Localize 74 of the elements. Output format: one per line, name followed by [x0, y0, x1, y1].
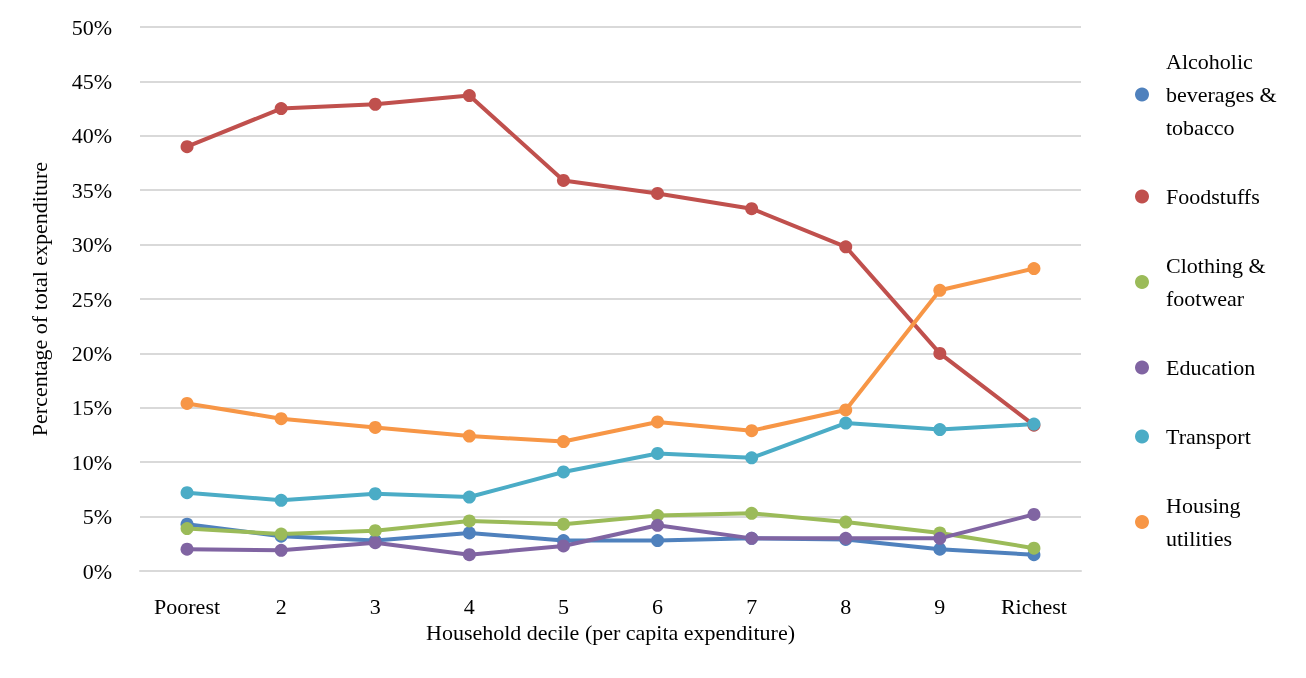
point	[368, 487, 382, 501]
point	[462, 514, 476, 528]
legend-label: Education	[1166, 355, 1256, 380]
y-tick-label: 50%	[71, 14, 112, 40]
point	[368, 420, 382, 434]
point	[180, 542, 194, 556]
x-tick-label: 9	[934, 593, 946, 619]
y-tick-label: 0%	[82, 558, 112, 584]
x-tick-label: 7	[746, 593, 758, 619]
point	[368, 97, 382, 111]
point	[274, 412, 288, 426]
point	[462, 429, 476, 443]
point	[651, 186, 665, 200]
point	[462, 89, 476, 103]
x-tick-label: 6	[652, 593, 664, 619]
point	[368, 524, 382, 538]
y-tick-label: 35%	[71, 177, 112, 203]
point	[462, 490, 476, 504]
x-tick-label: 4	[463, 593, 475, 619]
point	[1027, 541, 1041, 555]
point	[274, 102, 288, 116]
y-tick-label: 40%	[71, 123, 112, 149]
y-tick-label: 15%	[71, 395, 112, 421]
legend-label: Alcoholic beverages & tobacco	[1166, 49, 1283, 140]
point	[839, 403, 853, 417]
x-tick-label: 3	[369, 593, 381, 619]
point	[933, 423, 947, 437]
point	[651, 518, 665, 532]
x-tick-label: Poorest	[154, 593, 221, 619]
y-axis-title: Percentage of total expenditure	[26, 161, 52, 437]
x-axis-title: Household decile (per capita expenditure)	[426, 620, 795, 646]
point	[745, 451, 759, 465]
point	[839, 240, 853, 254]
point	[933, 283, 947, 297]
point	[180, 486, 194, 500]
point	[651, 534, 665, 548]
y-tick-label: 10%	[71, 449, 112, 475]
y-tick-label: 20%	[71, 340, 112, 366]
point	[651, 447, 665, 460]
point	[933, 531, 947, 545]
point	[745, 202, 759, 216]
point	[556, 173, 570, 187]
legend-label: Transport	[1166, 424, 1251, 449]
x-tick-label: 8	[840, 593, 852, 619]
point	[839, 515, 853, 529]
x-tick-label: 2	[275, 593, 287, 619]
legend-label: Foodstuffs	[1166, 184, 1260, 209]
y-tick-label: 45%	[71, 68, 112, 94]
y-tick-label: 30%	[71, 232, 112, 258]
x-tick-label: Richest	[1000, 593, 1067, 619]
point	[180, 140, 194, 154]
point	[556, 435, 570, 449]
point	[933, 542, 947, 556]
point	[745, 506, 759, 520]
legend-label: Housing utilities	[1166, 493, 1247, 551]
point	[180, 522, 194, 536]
legend-label: Clothing & footwear	[1166, 253, 1272, 311]
point	[556, 517, 570, 531]
point	[1027, 507, 1041, 521]
point	[274, 543, 288, 557]
x-tick-label: 5	[557, 593, 569, 619]
point	[556, 465, 570, 479]
point	[839, 416, 853, 430]
point	[1027, 262, 1041, 276]
point	[462, 548, 476, 562]
y-tick-label: 5%	[82, 504, 112, 530]
point	[933, 346, 947, 360]
point	[180, 396, 194, 410]
point	[556, 539, 570, 553]
point	[745, 424, 759, 438]
point	[274, 493, 288, 507]
point	[651, 415, 665, 429]
point	[462, 526, 476, 540]
y-tick-label: 25%	[71, 286, 112, 312]
